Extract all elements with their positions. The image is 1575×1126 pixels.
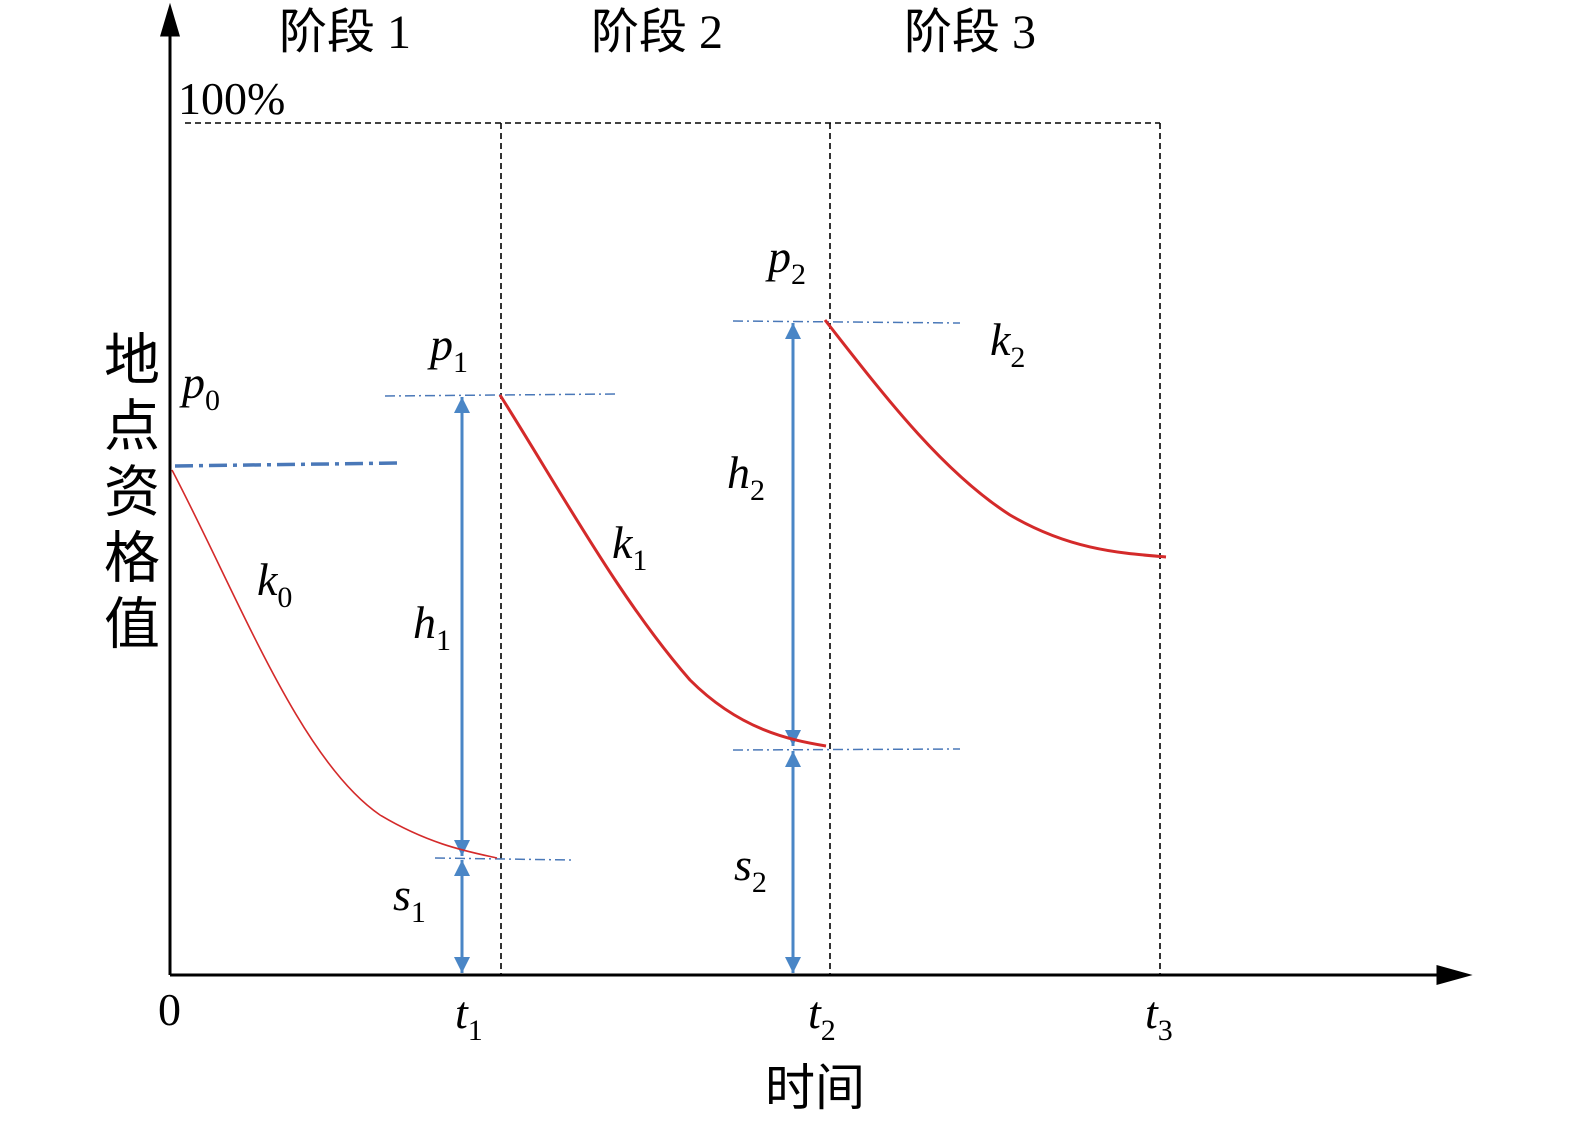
x-tick-label-sub: 3 — [1158, 1014, 1173, 1047]
symbol-label-main: k — [612, 517, 634, 568]
x-tick-label: 0 — [158, 984, 181, 1035]
stage-label: 阶段 3 — [904, 6, 1036, 59]
arrows — [454, 323, 801, 973]
axes — [159, 2, 1473, 985]
x-tick-label-main: 0 — [158, 984, 181, 1035]
symbol-label: k2 — [990, 314, 1025, 374]
symbol-label-sub: 2 — [791, 258, 806, 291]
symbol-label-main: h — [727, 447, 750, 498]
symbol-label: h2 — [727, 447, 765, 507]
guides — [185, 122, 1161, 975]
k1-curve — [498, 394, 827, 748]
x-tick-label: t2 — [808, 987, 836, 1047]
symbol-label: p2 — [765, 231, 806, 291]
y-axis-label: 地点资格值 — [95, 330, 160, 660]
symbol-label-main: p — [765, 231, 791, 282]
symbol-label: k0 — [257, 554, 292, 614]
level-lines — [174, 320, 961, 861]
symbol-label: s1 — [393, 869, 426, 929]
x-tick-label-main: t — [455, 987, 469, 1038]
x-tick-label-main: t — [1145, 987, 1159, 1038]
symbol-label-sub: 2 — [1010, 341, 1025, 374]
symbol-label-sub: 0 — [277, 581, 292, 614]
symbol-label: p0 — [179, 357, 220, 417]
p2-level — [732, 320, 961, 324]
symbol-label-sub: 1 — [453, 346, 468, 379]
k2-curve — [823, 319, 1167, 559]
x-axis-label: 时间 — [765, 1059, 865, 1117]
symbol-label: s2 — [734, 839, 767, 899]
symbol-label: p1 — [427, 319, 468, 379]
stage-label: 阶段 2 — [591, 6, 723, 59]
symbol-label: h1 — [413, 597, 451, 657]
x-tick-label: t3 — [1145, 987, 1173, 1047]
symbol-label-main: p — [427, 319, 453, 370]
symbol-label-main: h — [413, 597, 436, 648]
x-tick-label-main: t — [808, 987, 822, 1038]
curves — [171, 319, 1167, 859]
y-arrow — [159, 2, 181, 37]
symbol-label-main: s — [734, 839, 752, 890]
k0-curve — [171, 469, 498, 859]
symbol-label-sub: 1 — [632, 544, 647, 577]
s1-level — [434, 857, 573, 861]
max-label: 100% — [178, 73, 285, 124]
x-tick-label-sub: 1 — [468, 1014, 483, 1047]
symbol-label-sub: 0 — [205, 384, 220, 417]
symbol-label-sub: 1 — [436, 624, 451, 657]
s2-level — [732, 748, 961, 751]
x-arrow — [1436, 965, 1473, 985]
symbol-label-sub: 2 — [752, 866, 767, 899]
x-tick-label-sub: 2 — [821, 1014, 836, 1047]
x-tick-label: t1 — [455, 987, 483, 1047]
symbol-label-main: s — [393, 869, 411, 920]
symbol-label: k1 — [612, 517, 647, 577]
symbol-label-sub: 2 — [750, 474, 765, 507]
stage-label: 阶段 1 — [279, 6, 411, 59]
symbol-label-sub: 1 — [411, 896, 426, 929]
symbol-label-main: k — [257, 554, 279, 605]
p0-level — [174, 461, 401, 468]
symbol-label-main: p — [179, 357, 205, 408]
symbol-label-main: k — [990, 314, 1012, 365]
